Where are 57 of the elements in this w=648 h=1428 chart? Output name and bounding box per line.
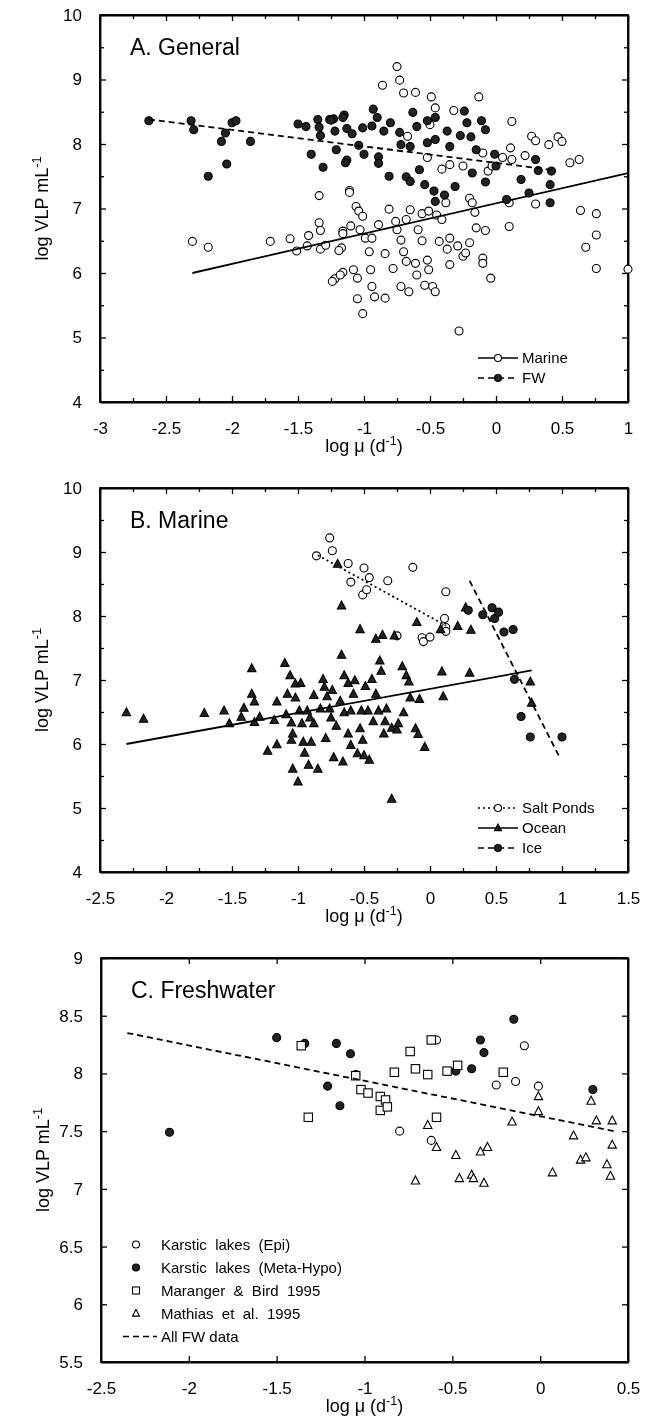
y-tick-label: 8	[72, 134, 82, 154]
x-tick-label: -1.5	[262, 1379, 292, 1399]
x-tick-label: 0.5	[550, 419, 575, 439]
x-tick-label: -3	[92, 419, 109, 439]
y-tick-label: 6	[72, 263, 82, 283]
x-tick-label: -0.5	[438, 1379, 468, 1399]
legend-label: Ice	[522, 839, 543, 857]
x-tick-label: 0	[425, 889, 436, 909]
legend-label: Salt Ponds	[522, 799, 595, 817]
x-tick-label: -2.5	[85, 889, 116, 909]
y-tick-label: 5	[72, 328, 82, 348]
x-tick-label: 0	[491, 419, 502, 439]
y-tick-label: 6	[73, 1295, 83, 1315]
legend-label: Karstic lakes (Epi)	[161, 1235, 291, 1253]
x-tick-label: 1	[623, 419, 634, 439]
legend-label: Maranger & Bird 1995	[161, 1281, 321, 1299]
x-tick-label: -0.5	[415, 419, 446, 439]
x-tick-label: -2	[224, 419, 241, 439]
y-tick-label: 9	[72, 542, 82, 562]
y-tick-label: 7	[72, 199, 82, 219]
x-tick-label: -1.5	[283, 419, 314, 439]
y-tick-label: 6.5	[59, 1237, 83, 1257]
x-tick-label: -2.5	[151, 419, 182, 439]
x-tick-label: 1.5	[616, 889, 641, 909]
x-tick-label: 0.5	[484, 889, 509, 909]
y-tick-label: 10	[63, 5, 82, 25]
legend-label: All FW data	[161, 1327, 240, 1345]
text: C. Freshwater	[131, 977, 276, 1003]
x-tick-label: -1	[290, 889, 307, 909]
y-tick-label: 5.5	[59, 1352, 83, 1372]
x-tick-label: -2	[181, 1379, 197, 1399]
y-tick-label: 4	[72, 862, 82, 882]
legend-label: FW	[522, 369, 547, 387]
y-tick-label: 7	[73, 1179, 83, 1199]
y-tick-label: 5	[72, 798, 82, 818]
y-tick-label: 4	[72, 392, 82, 412]
y-tick-label: 7.5	[59, 1122, 83, 1142]
y-tick-label: 9	[72, 70, 82, 90]
x-tick-label: -1.5	[217, 889, 248, 909]
y-tick-label: 8	[72, 606, 82, 626]
y-tick-label: 10	[63, 478, 82, 498]
y-tick-label: 8.5	[59, 1006, 83, 1026]
text: B. Marine	[130, 507, 229, 533]
x-tick-label: 0.5	[616, 1379, 641, 1399]
x-tick-label: -2.5	[86, 1379, 117, 1399]
y-tick-label: 7	[72, 670, 82, 690]
y-tick-label: 9	[73, 948, 83, 968]
y-tick-label: 8	[73, 1064, 83, 1084]
x-tick-label: -2	[158, 889, 175, 909]
legend-label: Ocean	[522, 819, 567, 837]
legend-label: Marine	[522, 349, 568, 367]
legend-label: Karstic lakes (Meta-Hypo)	[161, 1258, 342, 1276]
y-tick-label: 6	[72, 734, 82, 754]
text: A. General	[130, 34, 240, 60]
x-tick-label: 1	[557, 889, 568, 909]
x-tick-label: 0	[535, 1379, 546, 1399]
legend-label: Mathias et al. 1995	[161, 1304, 301, 1322]
